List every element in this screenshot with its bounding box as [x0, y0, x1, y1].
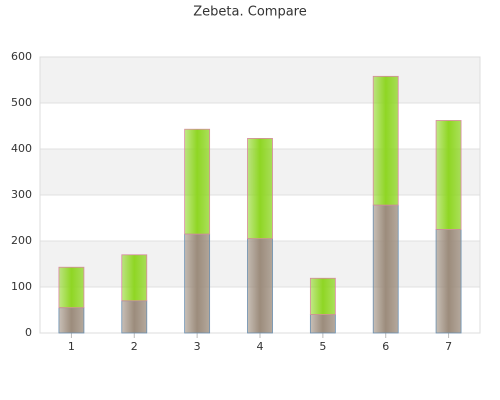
x-tick-label: 2 [131, 340, 138, 353]
bar-segment [247, 238, 273, 334]
y-tick-label: 300 [11, 188, 32, 201]
bar-segment [121, 300, 148, 334]
x-tick-label: 5 [319, 340, 326, 353]
bar-segment [372, 204, 399, 334]
x-tick-label: 3 [194, 340, 201, 353]
y-tick-label: 500 [11, 96, 32, 109]
x-tick-label: 4 [257, 340, 264, 353]
bar-segment [247, 138, 273, 240]
bar-segment [435, 229, 462, 334]
y-tick-label: 200 [11, 234, 32, 247]
bar-segment [58, 307, 85, 334]
bar-segment [184, 128, 211, 235]
bar-segment [372, 75, 399, 206]
y-tick-label: 0 [25, 326, 32, 339]
bar-segment [309, 314, 336, 334]
grid-band [40, 57, 480, 103]
x-tick-label: 1 [68, 340, 75, 353]
x-tick-label: 7 [445, 340, 452, 353]
y-tick-label: 400 [11, 142, 32, 155]
bar-segment [121, 254, 148, 302]
bar-segment [58, 266, 85, 309]
y-tick-label: 600 [11, 50, 32, 63]
chart-title: Zebeta. Compare [193, 5, 306, 20]
x-tick-label: 6 [382, 340, 389, 353]
bar-segment [309, 277, 336, 316]
bar-segment [435, 120, 462, 230]
y-tick-label: 100 [11, 280, 32, 293]
bar-segment [184, 233, 211, 334]
